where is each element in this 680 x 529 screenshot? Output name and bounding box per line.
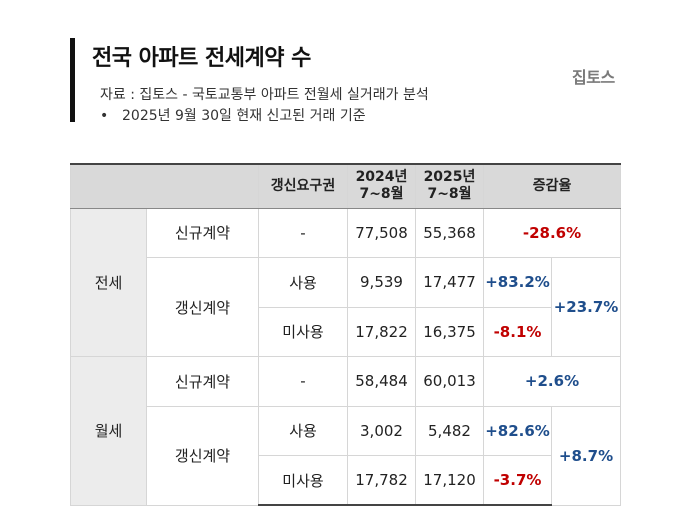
table-row: 갱신계약 사용 3,002 5,482 +82.6% +8.7% [71,405,622,506]
row-label-new: 신규계약 [146,207,259,258]
table-row: 미사용 17,822 16,375 -8.1% [71,306,621,357]
cell-2024: 9,539 [347,257,416,308]
row-label-renew: 갱신계약 [146,257,259,357]
cell-change: +82.6% [483,405,552,456]
note-line: • 2025년 9월 30일 현재 신고된 거래 기준 [100,105,366,125]
cell-renew-change: +8.7% [550,405,622,506]
group-jeonse: 전세 [70,207,147,357]
header-change: 증감율 [482,163,622,209]
table-row: 미사용 17,782 17,120 -3.7% [71,455,621,506]
table-row: 갱신계약 사용 9,539 17,477 +83.2% +23.7% [71,257,622,357]
cell-renew-change: +23.7% [550,257,622,357]
page-title: 전국 아파트 전세계약 수 [92,46,311,71]
table-row: 월세 신규계약 - 58,484 60,013 +2.6% [70,356,622,506]
cell-2024: 77,508 [347,207,416,258]
header-2024: 2024년 7~8월 [347,163,416,209]
header-2024-months: 7~8월 [359,186,404,203]
cell-2024: 17,822 [347,306,416,357]
cell-2025: 60,013 [415,356,484,407]
source-line: 자료 : 집토스 - 국토교통부 아파트 전월세 실거래가 분석 [100,87,429,103]
cell-right: 미사용 [258,306,348,357]
cell-2025: 55,368 [415,207,484,258]
bullet-icon: • [100,108,109,124]
header-2025-year: 2025년 [423,169,476,186]
cell-right: 미사용 [258,455,348,506]
contracts-table: 갱신요구권 2024년 7~8월 2025년 7~8월 증감율 전세 신규계약 - … [70,163,622,506]
cell-change: +2.6% [482,356,622,407]
cell-change: -8.1% [483,306,552,357]
cell-right: - [258,207,348,258]
title-accent-bar [70,38,75,122]
cell-change: -28.6% [482,207,622,258]
cell-change: -3.7% [483,455,552,506]
cell-2024: 3,002 [347,405,416,456]
header-2025: 2025년 7~8월 [415,163,484,209]
note-text: 2025년 9월 30일 현재 신고된 거래 기준 [122,108,366,124]
group-wolse: 월세 [70,356,147,506]
row-label-new: 신규계약 [146,356,259,407]
header-2025-months: 7~8월 [427,186,472,203]
header-row: 갱신요구권 2024년 7~8월 2025년 7~8월 증감율 [70,163,622,209]
row-label-renew: 갱신계약 [146,405,259,506]
header-blank [70,163,259,209]
table-row: 전세 신규계약 - 77,508 55,368 -28.6% [70,207,622,357]
header-renewal-right: 갱신요구권 [258,163,348,209]
zipdoc-logo: 집토스 [572,68,615,87]
cell-2025: 16,375 [415,306,484,357]
cell-right: 사용 [258,257,348,308]
header-2024-year: 2024년 [355,169,408,186]
cell-2025: 5,482 [415,405,484,456]
cell-right: - [258,356,348,407]
cell-right: 사용 [258,405,348,456]
cell-change: +83.2% [483,257,552,308]
cell-2025: 17,477 [415,257,484,308]
cell-2024: 58,484 [347,356,416,407]
cell-2025: 17,120 [415,455,484,506]
cell-2024: 17,782 [347,455,416,506]
